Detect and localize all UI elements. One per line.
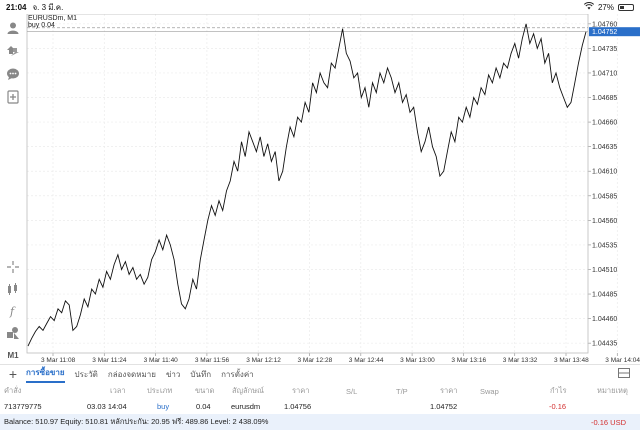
tab-news[interactable]: ข่าว — [165, 369, 181, 379]
current-price-tag — [589, 27, 640, 37]
header-ticket: คำสั่ง — [4, 386, 22, 395]
chart-grid — [27, 14, 618, 356]
chat-icon[interactable] — [4, 65, 22, 83]
y-tick-label: 1.04660 — [592, 120, 617, 127]
x-tick-label: 3 Mar 13:00 — [400, 357, 435, 364]
tab-history[interactable]: ประวัติ — [74, 369, 98, 379]
plot-border — [26, 13, 589, 354]
x-tick-label: 3 Mar 11:40 — [144, 357, 179, 364]
y-tick-label: 1.04535 — [592, 242, 617, 249]
row-current-price: 1.04752 — [430, 401, 458, 411]
row-ticket: 713779775 — [4, 401, 42, 411]
header-swap: Swap — [480, 386, 499, 396]
y-tick-label: 1.04435 — [592, 341, 617, 348]
order-label: buy 0.04 — [28, 22, 55, 29]
price-chart[interactable]: 1.04752 1.04760 1.04735 1.04710 1.04685 1.04… — [26, 13, 640, 364]
row-price: 1.04756 — [284, 401, 312, 411]
left-toolbar: f M1 — [0, 14, 26, 364]
header-size: ขนาด — [195, 386, 215, 395]
add-file-icon[interactable] — [4, 88, 22, 106]
y-tick-label: 1.04560 — [592, 218, 617, 225]
x-tick-label: 3 Mar 12:44 — [349, 357, 384, 364]
header-profit: กำไร — [550, 386, 567, 395]
svg-text:f: f — [9, 305, 16, 318]
header-current-price: ราคา — [440, 386, 458, 395]
x-tick-label: 3 Mar 13:16 — [451, 357, 486, 364]
chart-svg[interactable]: 1.04752 1.047601.047351.047101.046851.04… — [26, 13, 640, 364]
header-time: เวลา — [110, 386, 126, 395]
tab-trade[interactable]: การซื้อขาย — [26, 366, 65, 383]
total-profit-value: -0.16 — [590, 417, 609, 427]
positions-header: คำสั่ง เวลา ประเภท ขนาด สัญลักษณ์ ราคา S… — [0, 384, 640, 398]
x-tick-label: 3 Mar 12:12 — [246, 357, 281, 364]
row-profit: -0.16 — [549, 401, 567, 411]
x-tick-label: 3 Mar 13:48 — [554, 357, 589, 364]
battery-icon — [618, 3, 634, 11]
user-icon[interactable] — [4, 19, 22, 37]
order-lines: 1.04752 — [27, 27, 640, 37]
x-tick-label: 3 Mar 12:28 — [298, 357, 333, 364]
y-axis-labels: 1.04760 1.04735 1.04710 1.04685 1.04660 1.046… — [592, 21, 617, 347]
row-type: buy — [157, 401, 170, 411]
tab-mailbox[interactable]: กล่องจดหมาย — [107, 369, 156, 379]
status-bar: 21:04 จ. 3 มี.ค. 27% — [0, 0, 640, 14]
status-right: 27% — [583, 2, 634, 12]
function-icon[interactable]: f — [4, 302, 22, 320]
symbol-label: EURUSDm, M1 — [28, 15, 78, 22]
status-date: จ. 3 มี.ค. — [32, 2, 64, 12]
status-time: 21:04 — [6, 2, 27, 12]
y-tick-label: 1.04635 — [592, 144, 617, 151]
y-tick-label: 1.04585 — [592, 193, 617, 200]
divider-top — [0, 364, 640, 365]
header-comment: หมายเหตุ — [597, 386, 628, 395]
x-tick-label: 3 Mar 14:04 — [605, 357, 640, 364]
indicator-icon[interactable] — [4, 280, 22, 298]
crosshair-icon[interactable] — [4, 258, 22, 276]
x-tick-label: 3 Mar 11:08 — [41, 357, 76, 364]
header-price: ราคา — [292, 386, 310, 395]
total-profit-currency: USD — [610, 417, 626, 427]
layout-icon[interactable] — [618, 367, 630, 381]
add-icon[interactable]: + — [8, 366, 18, 382]
total-profit: -0.16 USD — [591, 418, 626, 427]
row-time: 03.03 14:04 — [87, 401, 127, 411]
y-tick-label: 1.04460 — [592, 316, 617, 323]
x-tick-label: 3 Mar 11:24 — [92, 357, 127, 364]
current-price-value: 1.04752 — [592, 29, 617, 36]
position-row[interactable]: 713779775 03.03 14:04 buy 0.04 eurusdm 1… — [0, 399, 640, 413]
tab-journal[interactable]: บันทึก — [190, 369, 212, 379]
y-tick-label: 1.04735 — [592, 46, 617, 53]
header-symbol: สัญลักษณ์ — [232, 386, 265, 395]
x-tick-label: 3 Mar 13:32 — [503, 357, 538, 364]
battery-percent: 27% — [597, 2, 614, 12]
balance-text: Balance: 510.97 Equity: 510.81 หลักประกั… — [4, 417, 269, 426]
balance-bar: Balance: 510.97 Equity: 510.81 หลักประกั… — [0, 414, 640, 430]
sidebar-bottom-tools: f M1 — [0, 254, 26, 364]
row-size: 0.04 — [196, 401, 211, 411]
timeframe-m1[interactable]: M1 — [7, 350, 19, 360]
x-axis-labels: 3 Mar 11:08 3 Mar 11:24 3 Mar 11:40 3 Mar 1… — [41, 357, 640, 364]
bottom-tabs: + การซื้อขาย ประวัติ กล่องจดหมาย ข่าว บั… — [0, 365, 640, 383]
y-tick-label: 1.04610 — [592, 169, 617, 176]
wifi-icon — [583, 2, 595, 12]
price-series — [27, 23, 587, 347]
y-tick-label: 1.04685 — [592, 95, 617, 102]
y-tick-label: 1.04710 — [592, 70, 617, 77]
header-tp: T/P — [396, 386, 408, 396]
tab-settings[interactable]: การตั้งค่า — [221, 369, 254, 379]
objects-icon[interactable] — [4, 324, 22, 342]
header-type: ประเภท — [147, 386, 173, 395]
x-tick-label: 3 Mar 11:56 — [195, 357, 230, 364]
header-sl: S/L — [346, 386, 358, 396]
trade-icon[interactable] — [4, 42, 22, 60]
y-tick-label: 1.04485 — [592, 292, 617, 299]
y-tick-label: 1.04510 — [592, 267, 617, 274]
row-symbol: eurusdm — [231, 401, 261, 411]
price-line — [27, 23, 587, 347]
y-tick-label: 1.04760 — [592, 21, 617, 28]
